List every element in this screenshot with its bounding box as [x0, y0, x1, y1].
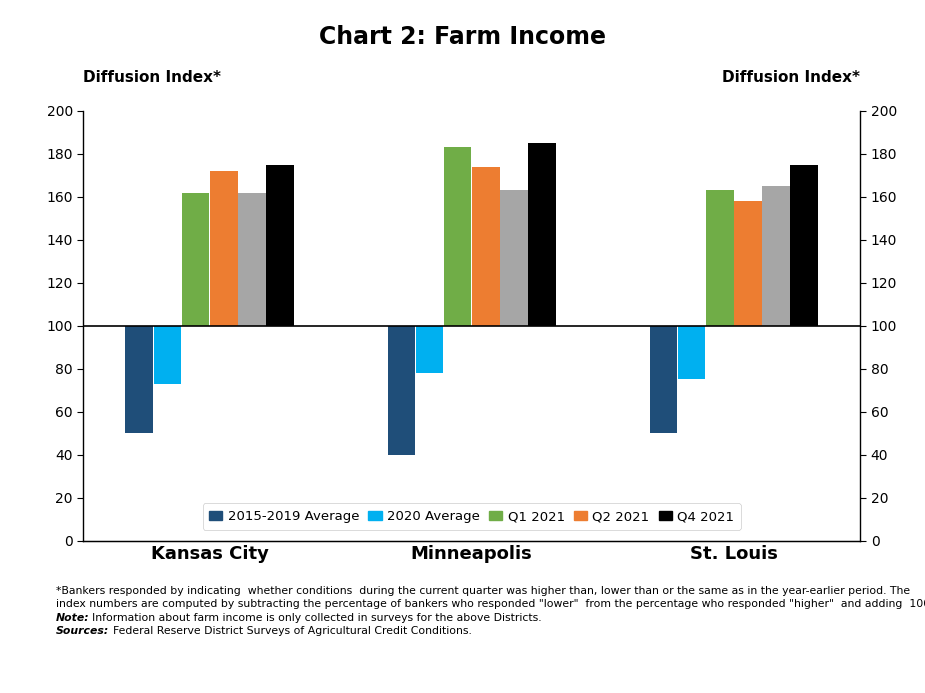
Bar: [444, 148, 472, 326]
Text: Federal Reserve District Surveys of Agricultural Credit Conditions.: Federal Reserve District Surveys of Agri…: [113, 626, 472, 635]
Text: Sources:: Sources:: [56, 626, 109, 635]
Bar: [472, 167, 500, 326]
Text: Chart 2: Farm Income: Chart 2: Farm Income: [319, 24, 606, 49]
Bar: [762, 186, 790, 326]
Text: Diffusion Index*: Diffusion Index*: [83, 70, 221, 85]
Bar: [791, 165, 818, 326]
Bar: [238, 193, 265, 326]
Bar: [528, 143, 556, 326]
Bar: [388, 326, 415, 455]
Bar: [210, 171, 238, 326]
Text: Information about farm income is only collected in surveys for the above Distric: Information about farm income is only co…: [92, 613, 542, 623]
Bar: [734, 201, 762, 326]
Bar: [500, 191, 528, 326]
Bar: [678, 326, 706, 380]
Text: Note:: Note:: [56, 613, 89, 623]
Text: Diffusion Index*: Diffusion Index*: [722, 70, 860, 85]
Bar: [415, 326, 443, 373]
Bar: [126, 326, 153, 433]
Text: *Bankers responded by indicating  whether conditions  during the current quarter: *Bankers responded by indicating whether…: [56, 586, 909, 595]
Bar: [649, 326, 677, 433]
Bar: [154, 326, 181, 384]
Bar: [706, 191, 734, 326]
Legend: 2015-2019 Average, 2020 Average, Q1 2021, Q2 2021, Q4 2021: 2015-2019 Average, 2020 Average, Q1 2021…: [203, 503, 741, 529]
Bar: [181, 193, 209, 326]
Text: index numbers are computed by subtracting the percentage of bankers who responde: index numbers are computed by subtractin…: [56, 599, 925, 609]
Bar: [266, 165, 294, 326]
